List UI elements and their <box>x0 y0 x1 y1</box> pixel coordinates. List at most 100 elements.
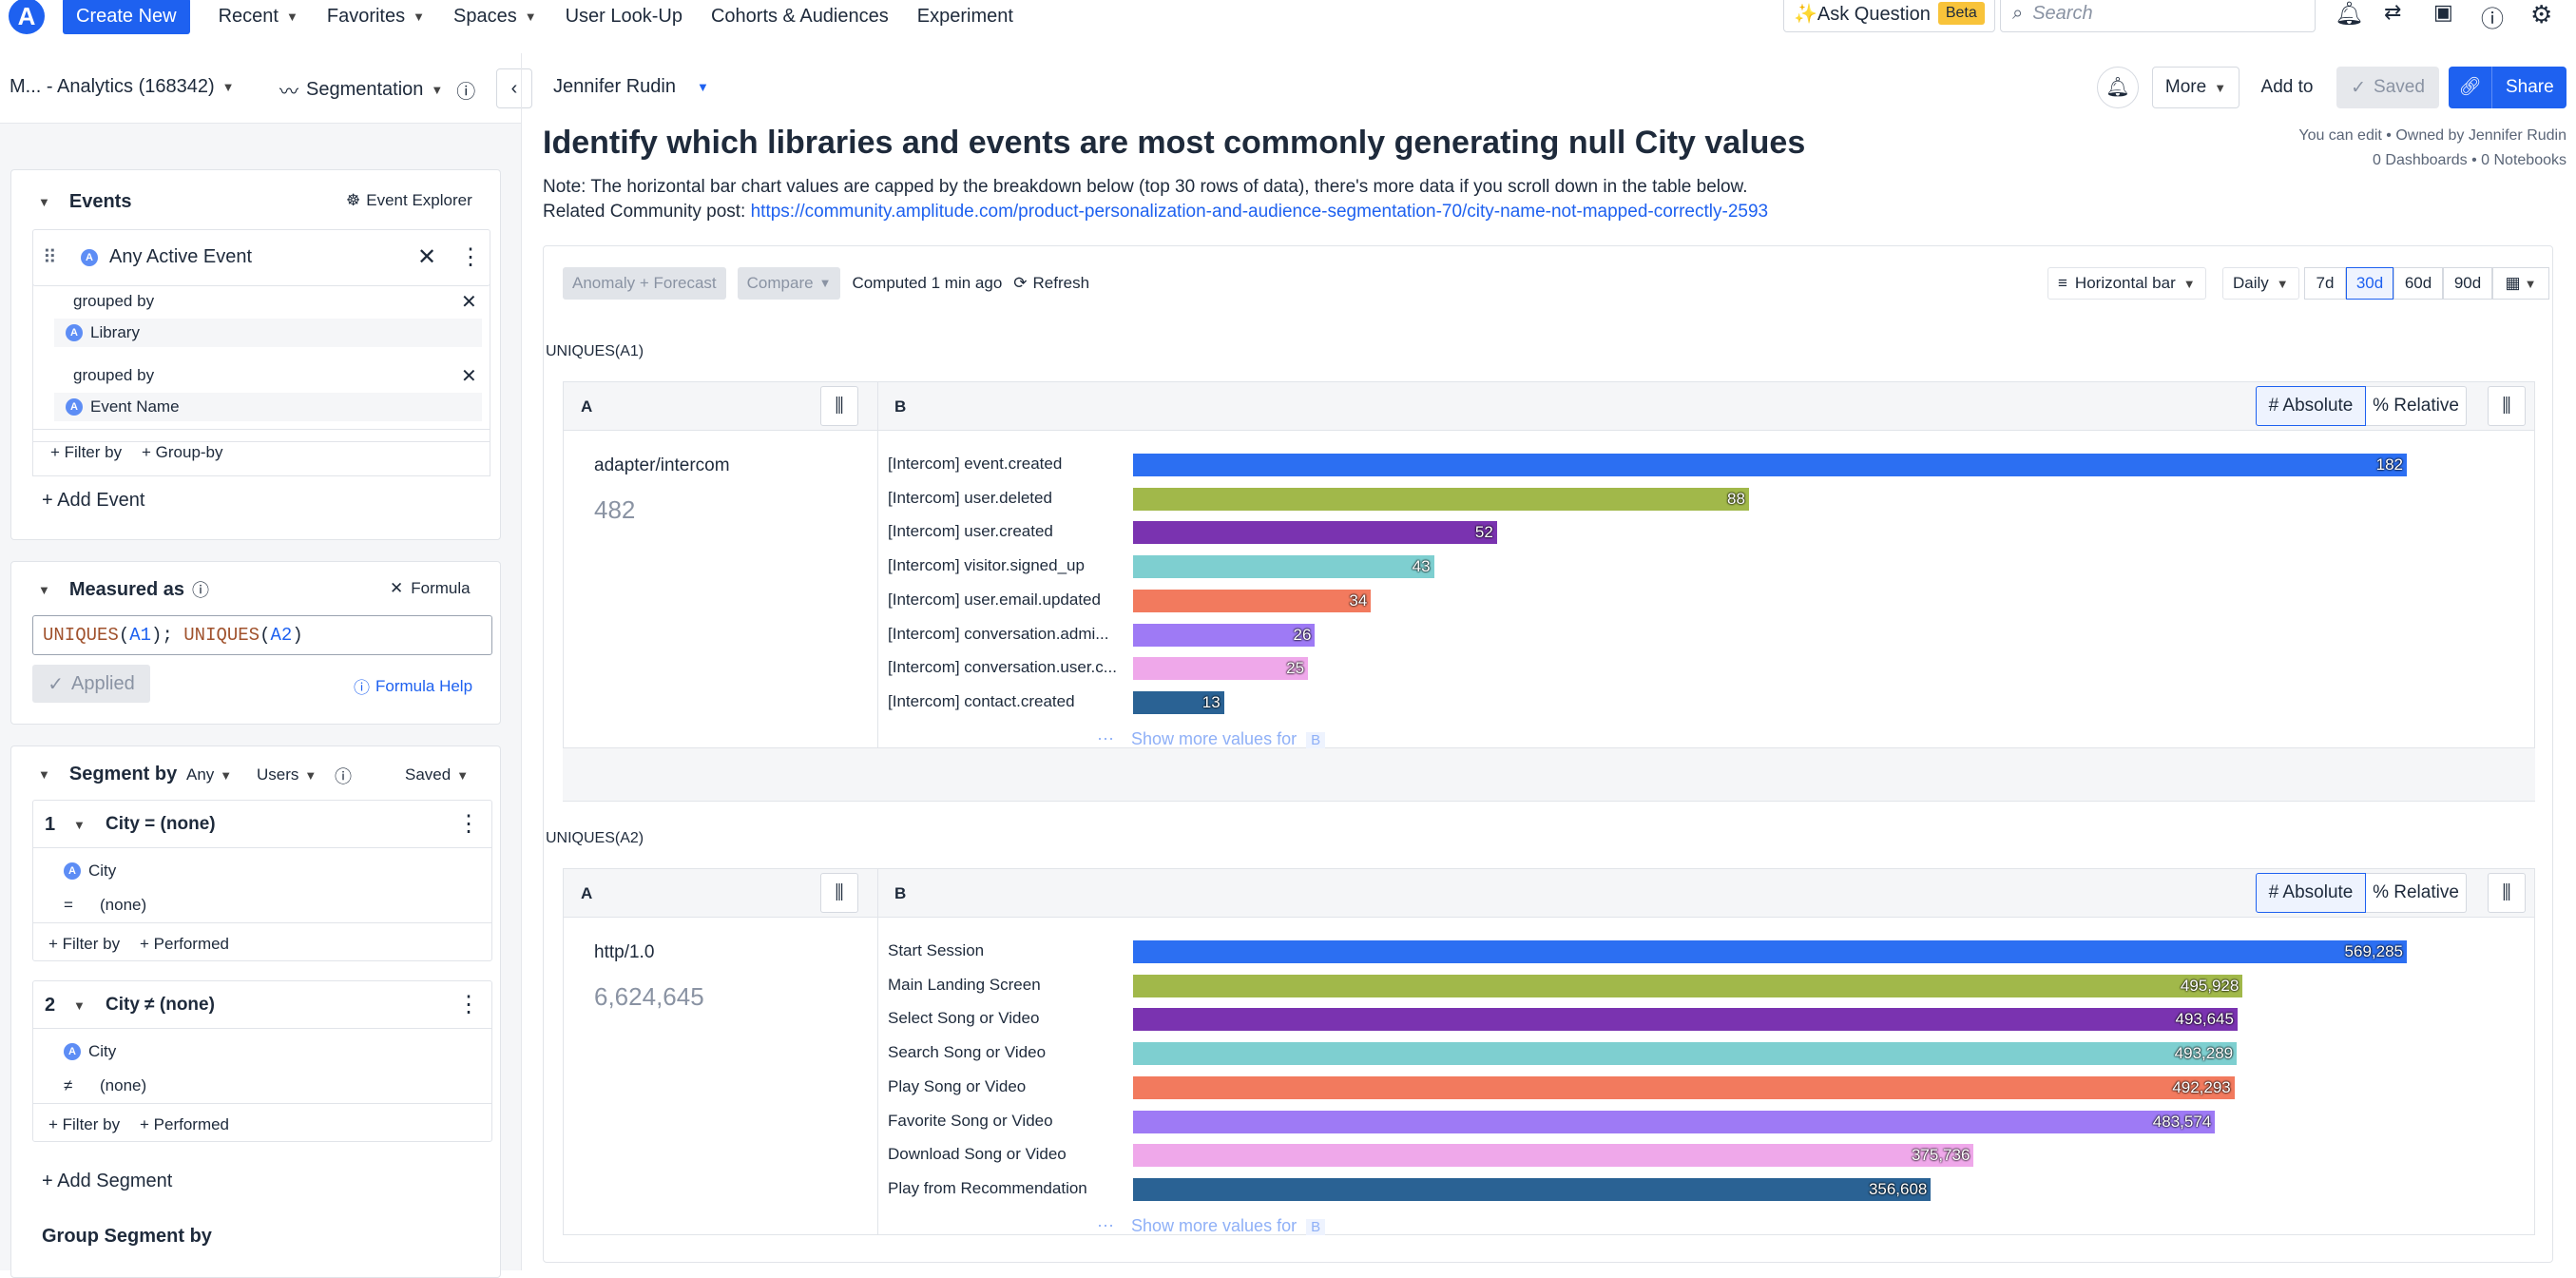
bar[interactable]: 52 <box>1133 521 1497 545</box>
grid-icon[interactable]: ▣ <box>2433 0 2453 24</box>
notify-bell-button[interactable]: 🔔︎ <box>2097 67 2139 108</box>
bar-label[interactable]: Download Song or Video <box>888 1145 1067 1164</box>
link-icon[interactable]: 🔗︎ <box>2449 67 2492 108</box>
bar-label[interactable]: [Intercom] user.deleted <box>888 488 1052 507</box>
segment-value[interactable]: (none) <box>100 1076 147 1094</box>
segment-value[interactable]: (none) <box>100 896 147 914</box>
bar[interactable]: 483,574 <box>1133 1110 2216 1133</box>
bell-icon[interactable]: 🔔︎ <box>2335 1 2364 27</box>
column-settings-icon[interactable]: ⫼ <box>2488 386 2526 426</box>
filter-by-button[interactable]: + Filter by <box>50 443 123 461</box>
add-to-button[interactable]: Add to <box>2249 67 2325 108</box>
more-vertical-icon[interactable]: ⋮ <box>459 244 482 270</box>
column-settings-icon[interactable]: ⫼ <box>820 386 858 426</box>
bar-label[interactable]: Favorite Song or Video <box>888 1111 1053 1130</box>
sync-icon[interactable]: ⇄ <box>2384 0 2402 24</box>
performed-button[interactable]: + Performed <box>140 1115 230 1133</box>
owner-selector[interactable]: Jennifer Rudin ▼ <box>553 76 709 98</box>
range-90d[interactable]: 90d <box>2443 267 2492 300</box>
add-segment-button[interactable]: + Add Segment <box>42 1171 173 1191</box>
drag-handle-icon[interactable]: ⠿ <box>43 247 57 268</box>
more-vertical-icon[interactable]: ⋮ <box>457 992 480 1017</box>
close-icon[interactable]: ✕ <box>417 244 437 270</box>
gear-icon[interactable]: ⚙ <box>2530 0 2553 29</box>
formula-button[interactable]: ✕ Formula <box>390 579 471 598</box>
info-icon[interactable]: ⓘ <box>192 581 210 600</box>
group-label[interactable]: http/1.0 <box>594 942 655 962</box>
share-button[interactable]: 🔗︎ Share <box>2449 67 2566 108</box>
bar[interactable]: 26 <box>1133 623 1316 647</box>
bar-label[interactable]: Select Song or Video <box>888 1009 1040 1028</box>
page-title[interactable]: Identify which libraries and events are … <box>543 125 1806 161</box>
bar-label[interactable]: Play from Recommendation <box>888 1178 1087 1197</box>
events-header[interactable]: ▼ Events <box>38 191 131 213</box>
search-input[interactable]: ⌕ Search <box>2000 0 2316 32</box>
relative-toggle[interactable]: % Relative <box>2366 873 2467 913</box>
help-icon[interactable]: ⓘ <box>2481 7 2504 32</box>
absolute-toggle[interactable]: # Absolute <box>2256 873 2366 913</box>
bar[interactable]: 25 <box>1133 657 1309 681</box>
formula-help-link[interactable]: ⓘ Formula Help <box>354 674 472 698</box>
bar-label[interactable]: [Intercom] event.created <box>888 455 1063 473</box>
chart-type-selector[interactable]: 〰 Segmentation ▼ ⓘ <box>279 76 475 104</box>
anomaly-forecast-button[interactable]: Anomaly + Forecast <box>563 267 726 300</box>
collapse-panel-button[interactable]: ‹ <box>496 68 532 108</box>
saved-segments-dropdown[interactable]: Saved ▼ <box>405 765 469 784</box>
bar-label[interactable]: [Intercom] user.created <box>888 522 1053 541</box>
filter-by-button[interactable]: + Filter by <box>48 1115 121 1133</box>
chevron-down-icon[interactable]: ▼ <box>73 818 86 832</box>
any-dropdown[interactable]: Any ▼ <box>186 765 232 784</box>
bar-label[interactable]: Play Song or Video <box>888 1076 1027 1095</box>
event-row[interactable]: ⠿ A Any Active Event ✕ ⋮ <box>32 229 490 286</box>
performed-button[interactable]: + Performed <box>140 935 230 953</box>
bar-label[interactable]: Search Song or Video <box>888 1043 1047 1062</box>
range-60d[interactable]: 60d <box>2393 267 2443 300</box>
segment-header[interactable]: ▼ Segment by <box>38 764 177 785</box>
bar[interactable]: 182 <box>1133 454 2407 476</box>
remove-group-icon[interactable]: ✕ <box>461 292 477 313</box>
nav-spaces[interactable]: Spaces ▼ <box>453 6 537 28</box>
range-7d[interactable]: 7d <box>2304 267 2346 300</box>
project-selector[interactable]: M... - Analytics (168342) ▼ <box>10 76 235 98</box>
ask-question-button[interactable]: ✨Ask Question Beta <box>1783 0 1995 32</box>
remove-group-icon[interactable]: ✕ <box>461 366 477 387</box>
bar[interactable]: 43 <box>1133 555 1434 579</box>
chart-kind-dropdown[interactable]: ≡ Horizontal bar ▼ <box>2047 267 2206 300</box>
nav-user-lookup[interactable]: User Look-Up <box>566 6 682 28</box>
bar[interactable]: 13 <box>1133 690 1224 714</box>
event-explorer-button[interactable]: ☸ Event Explorer <box>346 191 472 210</box>
column-settings-icon[interactable]: ⫼ <box>2488 873 2526 913</box>
bar-label[interactable]: [Intercom] conversation.admi... <box>888 624 1109 643</box>
measured-header[interactable]: ▼ Measured as ⓘ <box>38 577 209 602</box>
nav-experiment[interactable]: Experiment <box>917 6 1013 28</box>
saved-button[interactable]: ✓ Saved <box>2336 67 2439 108</box>
relative-toggle[interactable]: % Relative <box>2366 386 2467 426</box>
calendar-button[interactable]: ▦ ▼ <box>2492 267 2549 300</box>
show-more-link[interactable]: ⋯ Show more values for B <box>1097 1216 1326 1236</box>
filter-by-button[interactable]: + Filter by <box>48 935 121 953</box>
community-link[interactable]: https://community.amplitude.com/product-… <box>750 202 1769 222</box>
bar-label[interactable]: [Intercom] user.email.updated <box>888 590 1101 609</box>
create-new-button[interactable]: Create New <box>63 0 190 34</box>
group-by-button[interactable]: + Group-by <box>142 443 223 461</box>
bar-label[interactable]: Main Landing Screen <box>888 975 1041 994</box>
bar[interactable]: 375,736 <box>1133 1144 1974 1168</box>
bar[interactable]: 356,608 <box>1133 1177 1932 1201</box>
bar[interactable]: 34 <box>1133 589 1372 612</box>
bar[interactable]: 88 <box>1133 487 1749 511</box>
column-settings-icon[interactable]: ⫼ <box>820 873 858 913</box>
compare-button[interactable]: Compare ▼ <box>737 267 841 300</box>
nav-recent[interactable]: Recent ▼ <box>219 6 298 28</box>
group-label[interactable]: adapter/intercom <box>594 455 730 475</box>
bar-label[interactable]: [Intercom] visitor.signed_up <box>888 556 1085 575</box>
show-more-link[interactable]: ⋯ Show more values for B <box>1097 729 1326 749</box>
group-by-event-name[interactable]: A Event Name <box>54 393 482 421</box>
chevron-down-icon[interactable]: ▼ <box>73 998 86 1013</box>
formula-input[interactable]: UNIQUES(A1); UNIQUES(A2) <box>32 615 492 655</box>
absolute-toggle[interactable]: # Absolute <box>2256 386 2366 426</box>
info-icon[interactable]: ⓘ <box>335 767 352 786</box>
more-button[interactable]: More ▼ <box>2152 67 2240 108</box>
segment-1-header[interactable]: 1 ▼ City = (none) ⋮ <box>33 801 491 848</box>
bar[interactable]: 493,645 <box>1133 1008 2238 1032</box>
segment-2-header[interactable]: 2 ▼ City ≠ (none) ⋮ <box>33 981 491 1029</box>
